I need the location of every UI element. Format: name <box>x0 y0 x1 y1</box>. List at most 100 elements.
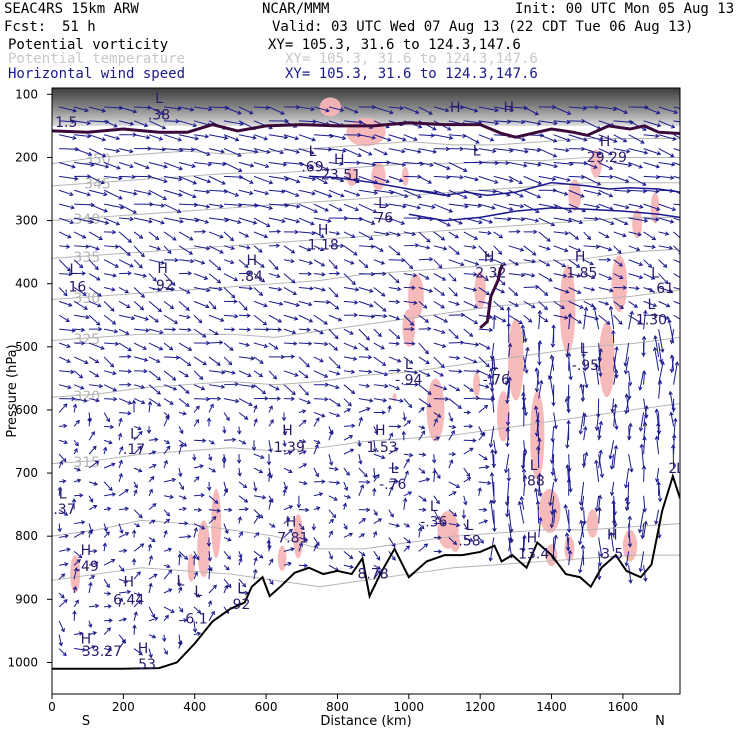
wind-vector <box>388 480 399 483</box>
wind-arrowhead <box>123 548 128 554</box>
wind-vector <box>133 509 143 518</box>
wind-vector <box>149 438 158 441</box>
wind-vector <box>553 120 570 123</box>
wind-arrowhead <box>234 381 240 387</box>
wind-arrowhead <box>509 107 514 112</box>
wind-arrowhead <box>371 220 376 226</box>
wind-vector <box>133 625 136 635</box>
wind-arrowhead <box>294 316 299 321</box>
wind-vector <box>283 203 300 208</box>
wind-vector <box>493 231 503 239</box>
wind-vector <box>388 328 400 339</box>
wind-arrowhead <box>91 430 95 436</box>
wind-arrowhead <box>121 639 126 644</box>
pv-extremum-label: L <box>155 91 163 107</box>
wind-arrowhead <box>251 384 256 389</box>
wind-arrowhead <box>375 473 380 479</box>
wind-arrowhead <box>608 305 614 310</box>
wind-arrowhead <box>582 367 588 372</box>
wind-vector <box>88 418 91 427</box>
wind-vector <box>583 175 601 186</box>
wind-arrowhead <box>282 442 287 448</box>
wind-vector <box>418 134 435 137</box>
wind-vector <box>58 620 65 632</box>
wind-vector <box>74 632 83 636</box>
wind-vector <box>568 217 583 224</box>
wind-arrowhead <box>637 319 643 324</box>
wind-vector <box>58 356 71 363</box>
wind-arrowhead <box>139 306 145 311</box>
wind-vector <box>658 134 676 140</box>
wind-arrowhead <box>349 330 354 335</box>
wind-arrowhead <box>435 436 441 441</box>
wind-vector <box>328 342 338 351</box>
wind-vector <box>178 342 192 351</box>
wind-vector <box>536 418 540 441</box>
wind-vector <box>625 398 630 414</box>
wind-vector <box>568 313 571 330</box>
wind-arrowhead <box>124 532 130 537</box>
wind-vector <box>583 203 600 208</box>
wind-vector <box>133 611 137 621</box>
wind-vector <box>643 120 661 127</box>
wind-vector <box>628 311 633 330</box>
wind-arrowhead <box>63 423 68 429</box>
wind-vector <box>463 370 480 373</box>
wind-vector <box>283 134 299 140</box>
wind-arrowhead <box>73 447 78 453</box>
pv-extremum-label: .88 <box>523 474 545 490</box>
pv-extremum-label: 1.39 <box>274 440 305 456</box>
wind-arrowhead <box>68 302 73 307</box>
pv-extremum-label: .49 <box>77 559 99 575</box>
wind-arrowhead <box>671 206 677 212</box>
wind-vector <box>433 454 435 463</box>
wind-vector <box>193 175 211 183</box>
wind-vector <box>103 286 115 291</box>
wind-vector <box>388 356 401 363</box>
wind-arrowhead <box>608 455 613 460</box>
wind-arrowhead <box>565 147 570 153</box>
wind-vector <box>328 495 338 501</box>
wind-vector <box>583 300 595 307</box>
wind-vector <box>88 431 95 441</box>
wind-arrowhead <box>175 118 180 124</box>
wind-vector <box>373 488 376 496</box>
wind-vector <box>506 428 510 441</box>
isentrope-325 <box>52 289 680 341</box>
wind-vector <box>508 273 525 276</box>
wind-vector <box>358 175 378 184</box>
wind-vector <box>163 606 175 613</box>
wind-vector <box>193 398 210 400</box>
high-pv-region <box>586 509 599 538</box>
wind-vector <box>223 217 241 224</box>
wind-vector <box>568 134 587 141</box>
wind-arrowhead <box>113 123 118 128</box>
wind-vector <box>658 380 661 399</box>
wind-arrowhead <box>593 164 598 169</box>
wind-arrowhead <box>281 218 286 224</box>
wind-vector <box>133 543 144 552</box>
wind-arrowhead <box>225 416 230 422</box>
wind-arrowhead <box>656 480 661 486</box>
wind-arrowhead <box>249 163 255 168</box>
wind-vector <box>88 342 105 350</box>
wind-arrowhead <box>136 571 141 576</box>
high-pv-region <box>559 264 576 354</box>
wind-vector <box>463 495 467 505</box>
wind-arrowhead <box>369 288 374 293</box>
wind-vector <box>343 231 355 238</box>
wind-arrowhead <box>83 398 88 403</box>
wind-arrowhead <box>268 498 273 503</box>
wind-arrowhead <box>607 247 613 252</box>
wind-arrowhead <box>505 513 510 518</box>
pv-extremum-label: H <box>138 641 149 657</box>
wind-arrowhead <box>420 425 426 430</box>
wind-vector <box>118 148 133 153</box>
wind-arrowhead <box>66 267 71 272</box>
pv-extremum-label: L <box>530 458 538 474</box>
wind-vector <box>643 273 655 280</box>
wind-arrowhead <box>566 137 571 143</box>
wind-arrowhead <box>169 494 174 500</box>
wind-vector <box>581 495 585 511</box>
wind-vector <box>163 569 172 580</box>
